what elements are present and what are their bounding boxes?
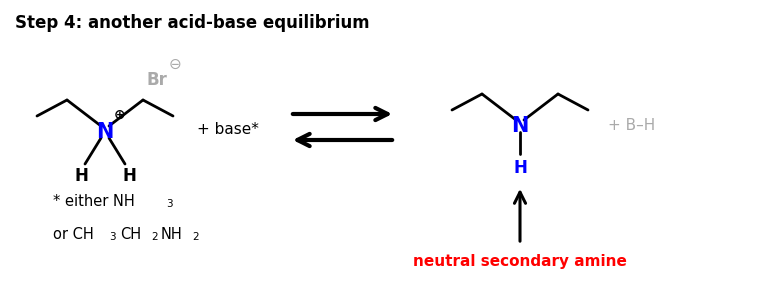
Text: CH: CH [120,227,141,242]
Text: ⊖: ⊖ [169,56,181,71]
Text: NH: NH [161,227,183,242]
Text: * either NH: * either NH [53,194,135,209]
Text: Br: Br [147,71,168,89]
Text: 3: 3 [166,199,173,209]
Text: + B–H: + B–H [608,118,656,133]
Text: 2: 2 [151,232,158,242]
Text: Step 4: another acid-base equilibrium: Step 4: another acid-base equilibrium [15,14,370,32]
Text: 3: 3 [109,232,115,242]
Text: H: H [513,159,527,177]
Text: H: H [74,167,88,185]
Text: 2: 2 [192,232,199,242]
Text: ⊕: ⊕ [115,108,126,122]
Text: or CH: or CH [53,227,94,242]
Text: H: H [122,167,136,185]
Text: neutral secondary amine: neutral secondary amine [413,254,627,269]
Text: + base*: + base* [197,123,259,138]
Text: N: N [512,116,529,136]
Text: N: N [96,122,114,142]
